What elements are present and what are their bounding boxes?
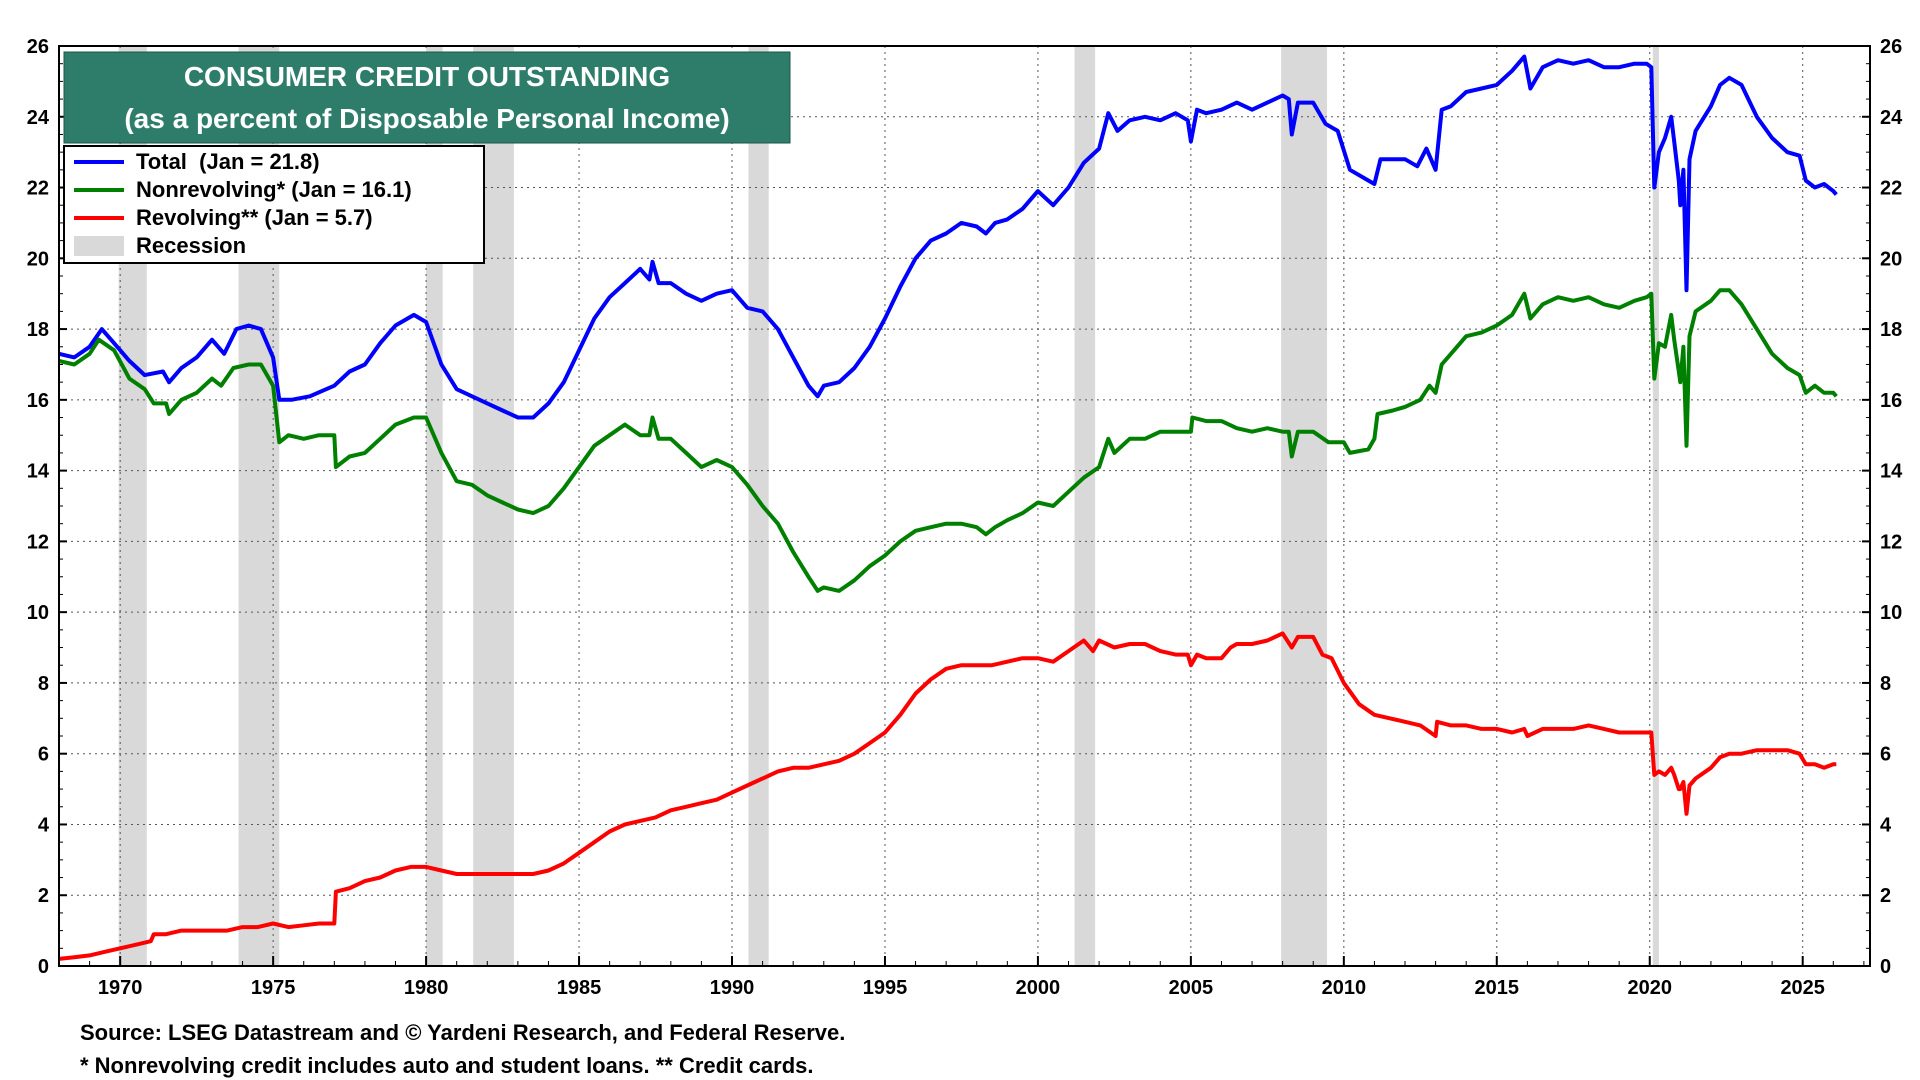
y-tick-label-left: 2 (38, 885, 49, 907)
x-tick-label: 2005 (1169, 977, 1214, 999)
x-tick-label: 2025 (1780, 977, 1825, 999)
y-tick-label-left: 0 (38, 956, 49, 978)
x-tick-label: 1980 (404, 977, 449, 999)
y-tick-label-right: 26 (1880, 36, 1902, 58)
y-tick-label-right: 10 (1880, 602, 1902, 624)
x-tick-label: 1995 (863, 977, 908, 999)
recession-band (1281, 46, 1328, 966)
y-tick-label-right: 0 (1880, 956, 1891, 978)
y-tick-label-left: 12 (27, 531, 49, 553)
series-lines (58, 54, 1838, 961)
x-tick-label: 1990 (710, 977, 755, 999)
x-tick-label: 1975 (251, 977, 296, 999)
recession-band (426, 46, 443, 966)
y-tick-label-right: 14 (1880, 461, 1903, 483)
legend-recession: Recession (136, 233, 246, 258)
series-line-1 (58, 288, 1838, 593)
x-tick-label: 2010 (1322, 977, 1367, 999)
y-tick-label-left: 24 (27, 107, 50, 129)
y-tick-label-left: 10 (27, 602, 49, 624)
series-line-2 (58, 631, 1837, 961)
title-box: CONSUMER CREDIT OUTSTANDING (as a percen… (63, 51, 791, 144)
y-tick-label-right: 24 (1880, 107, 1903, 129)
y-tick-label-left: 26 (27, 36, 49, 58)
y-tick-label-left: 6 (38, 744, 49, 766)
x-tick-label: 1970 (98, 977, 143, 999)
recession-band (748, 46, 769, 966)
source-note: Source: LSEG Datastream and © Yardeni Re… (80, 1020, 845, 1045)
recession-band (1652, 46, 1659, 966)
x-tick-label: 2020 (1627, 977, 1672, 999)
y-tick-label-left: 22 (27, 178, 49, 200)
footnote: * Nonrevolving credit includes auto and … (80, 1053, 813, 1078)
series-line-0 (58, 54, 1838, 420)
y-tick-label-left: 4 (38, 814, 50, 836)
y-tick-label-right: 12 (1880, 531, 1902, 553)
legend-revolving: Revolving** (Jan = 5.7) (136, 205, 373, 230)
y-tick-label-right: 8 (1880, 673, 1891, 695)
legend-total: Total (Jan = 21.8) (136, 149, 320, 174)
x-tick-label: 1985 (557, 977, 602, 999)
y-tick-label-left: 8 (38, 673, 49, 695)
y-tick-label-right: 6 (1880, 744, 1891, 766)
y-tick-label-left: 20 (27, 248, 49, 270)
y-tick-label-left: 14 (27, 461, 50, 483)
chart-title: CONSUMER CREDIT OUTSTANDING (184, 61, 670, 92)
y-tick-label-right: 20 (1880, 248, 1902, 270)
legend-nonrevolving: Nonrevolving* (Jan = 16.1) (136, 177, 412, 202)
legend-swatch-recession (74, 236, 124, 256)
y-tick-label-right: 4 (1880, 814, 1892, 836)
recession-band (1074, 46, 1096, 966)
y-tick-label-left: 18 (27, 319, 49, 341)
chart-subtitle: (as a percent of Disposable Personal Inc… (124, 103, 729, 134)
x-tick-label: 2000 (1016, 977, 1061, 999)
y-tick-label-right: 2 (1880, 885, 1891, 907)
x-tick-label: 2015 (1475, 977, 1520, 999)
y-tick-label-left: 16 (27, 390, 49, 412)
y-tick-label-right: 18 (1880, 319, 1902, 341)
y-tick-label-right: 22 (1880, 178, 1902, 200)
legend: Total (Jan = 21.8) Nonrevolving* (Jan = … (63, 145, 485, 264)
y-tick-label-right: 16 (1880, 390, 1902, 412)
